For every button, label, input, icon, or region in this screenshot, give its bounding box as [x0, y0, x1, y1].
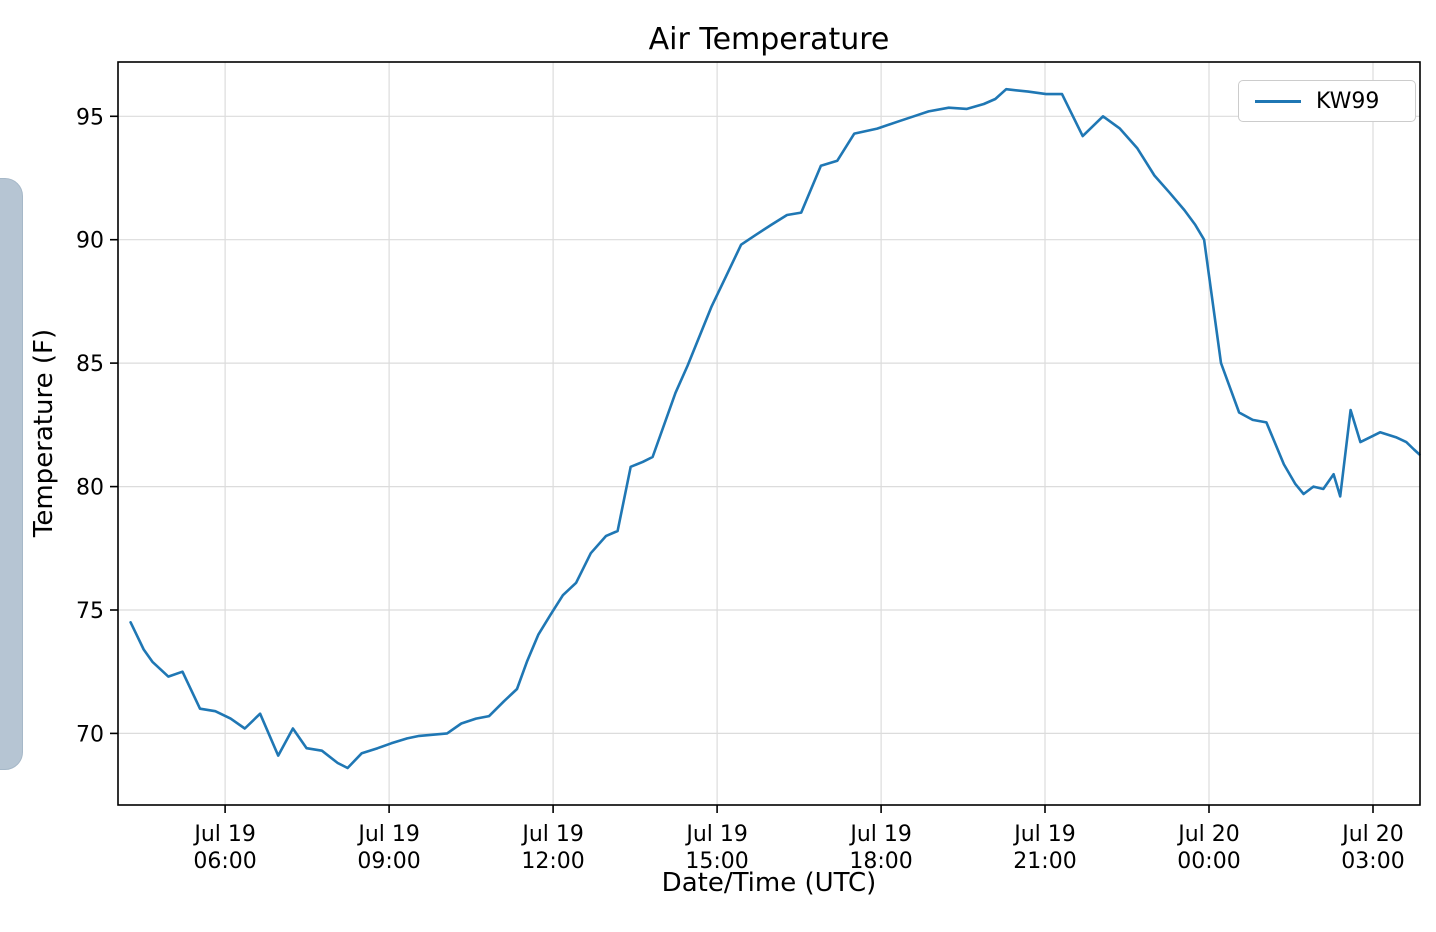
y-tick-label: 75 — [76, 599, 104, 624]
y-tick-label: 95 — [76, 105, 104, 130]
x-tick-label: Jul 20 00:00 — [1176, 822, 1240, 874]
plot-border — [117, 61, 1421, 806]
x-tick-label: Jul 19 06:00 — [192, 822, 256, 874]
y-tick-label: 70 — [76, 722, 104, 747]
x-tick-label: Jul 19 21:00 — [1012, 822, 1076, 874]
x-tick-label: Jul 20 03:00 — [1340, 822, 1404, 874]
x-axis-label: Date/Time (UTC) — [661, 868, 877, 898]
legend: KW99 — [1238, 80, 1416, 122]
y-axis: 70 75 80 85 90 95 — [76, 105, 118, 747]
y-axis-label: Temperature (F) — [29, 328, 59, 538]
legend-line-icon — [1255, 99, 1301, 103]
y-tick-label: 90 — [76, 229, 104, 254]
gridlines — [118, 62, 1420, 805]
x-axis: Jul 19 06:00 Jul 19 09:00 Jul 19 12:00 Jul 19 1… — [192, 805, 1405, 874]
temperature-series-line — [129, 87, 1421, 770]
y-tick-label: 85 — [76, 352, 104, 377]
x-tick-label: Jul 19 18:00 — [848, 822, 912, 874]
chart-title: Air Temperature — [648, 22, 890, 57]
x-tick-label: Jul 19 09:00 — [356, 822, 420, 874]
y-tick-label: 80 — [76, 476, 104, 501]
x-tick-label: Jul 19 12:00 — [520, 822, 584, 874]
legend-label: KW99 — [1316, 88, 1380, 114]
x-tick-label: Jul 19 15:00 — [684, 822, 748, 874]
